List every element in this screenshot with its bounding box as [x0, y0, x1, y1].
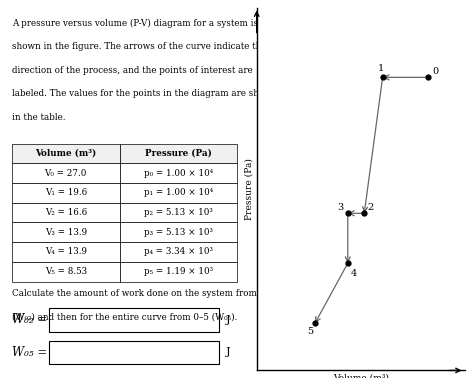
Bar [120, 183, 237, 203]
Text: p₁ = 1.00 × 10⁴: p₁ = 1.00 × 10⁴ [144, 188, 213, 197]
Text: V₀ = 27.0: V₀ = 27.0 [45, 169, 87, 178]
Bar [48, 341, 219, 364]
Bar [120, 203, 237, 222]
Text: p₄ = 3.34 × 10³: p₄ = 3.34 × 10³ [144, 248, 213, 257]
Text: V₄ = 13.9: V₄ = 13.9 [45, 248, 87, 257]
Text: p₀ = 1.00 × 10⁴: p₀ = 1.00 × 10⁴ [144, 169, 213, 178]
Text: 5: 5 [308, 327, 314, 336]
Text: Volume (m³): Volume (m³) [35, 149, 96, 158]
Bar [12, 242, 120, 262]
Text: J: J [226, 314, 230, 325]
Bar [48, 308, 219, 332]
Text: in the table.: in the table. [12, 113, 65, 122]
Text: shown in the figure. The arrows of the curve indicate the: shown in the figure. The arrows of the c… [12, 42, 266, 51]
Bar [12, 183, 120, 203]
Bar [12, 222, 120, 242]
Bar [120, 163, 237, 183]
Text: 1: 1 [378, 64, 384, 73]
Bar [120, 144, 237, 163]
Text: 2: 2 [367, 203, 374, 212]
Text: V₁ = 19.6: V₁ = 19.6 [45, 188, 87, 197]
Y-axis label: Pressure (Pa): Pressure (Pa) [245, 158, 254, 220]
Text: W₀₅ =: W₀₅ = [12, 346, 47, 359]
Text: J: J [226, 347, 230, 357]
Text: V₃ = 13.9: V₃ = 13.9 [45, 228, 87, 237]
Bar [120, 242, 237, 262]
Text: (W₀₂) and then for the entire curve from 0–5 (W₀₅).: (W₀₂) and then for the entire curve from… [12, 312, 237, 321]
Text: 4: 4 [351, 268, 357, 277]
Bar [12, 203, 120, 222]
Bar [12, 144, 120, 163]
Text: 0: 0 [432, 67, 438, 76]
Text: V₅ = 8.53: V₅ = 8.53 [45, 267, 87, 276]
Bar [12, 262, 120, 282]
Text: Pressure (Pa): Pressure (Pa) [145, 149, 212, 158]
Text: direction of the process, and the points of interest are: direction of the process, and the points… [12, 66, 253, 74]
Text: p₃ = 5.13 × 10³: p₃ = 5.13 × 10³ [144, 228, 213, 237]
Text: p₅ = 1.19 × 10³: p₅ = 1.19 × 10³ [144, 267, 213, 276]
Text: V₂ = 16.6: V₂ = 16.6 [45, 208, 87, 217]
Text: 3: 3 [337, 203, 344, 212]
Text: p₂ = 5.13 × 10³: p₂ = 5.13 × 10³ [144, 208, 213, 217]
Text: labeled. The values for the points in the diagram are shown: labeled. The values for the points in th… [12, 89, 277, 98]
Text: W₀₂ =: W₀₂ = [12, 313, 47, 326]
X-axis label: Volume (m³): Volume (m³) [333, 373, 389, 378]
Bar [120, 262, 237, 282]
Text: Calculate the amount of work done on the system from 0–2: Calculate the amount of work done on the… [12, 289, 275, 298]
Bar [12, 163, 120, 183]
Text: A pressure versus volume (P-V) diagram for a system is: A pressure versus volume (P-V) diagram f… [12, 19, 258, 28]
Bar [120, 222, 237, 242]
